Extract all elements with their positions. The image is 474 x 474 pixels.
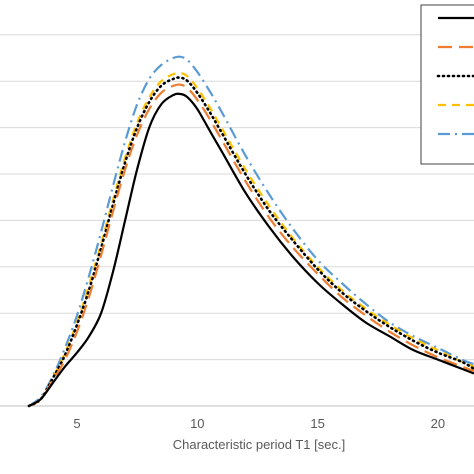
x-axis-title: Characteristic period T1 [sec.] — [173, 437, 345, 452]
x-tick-label: 15 — [310, 416, 324, 431]
series-line-3 — [27, 76, 474, 408]
x-tick-label: 5 — [73, 416, 80, 431]
series-line-5 — [28, 55, 474, 407]
series-lines — [27, 55, 474, 408]
series-line-1 — [28, 92, 474, 407]
gridlines — [0, 34, 474, 361]
x-tick-label: 10 — [190, 416, 204, 431]
x-tick-label: 20 — [431, 416, 445, 431]
series-line-2 — [28, 83, 474, 407]
series-line-4 — [28, 71, 474, 407]
legend — [420, 4, 474, 165]
legend-box — [420, 4, 474, 165]
x-tick-labels: 5 10 15 20 — [73, 416, 445, 431]
